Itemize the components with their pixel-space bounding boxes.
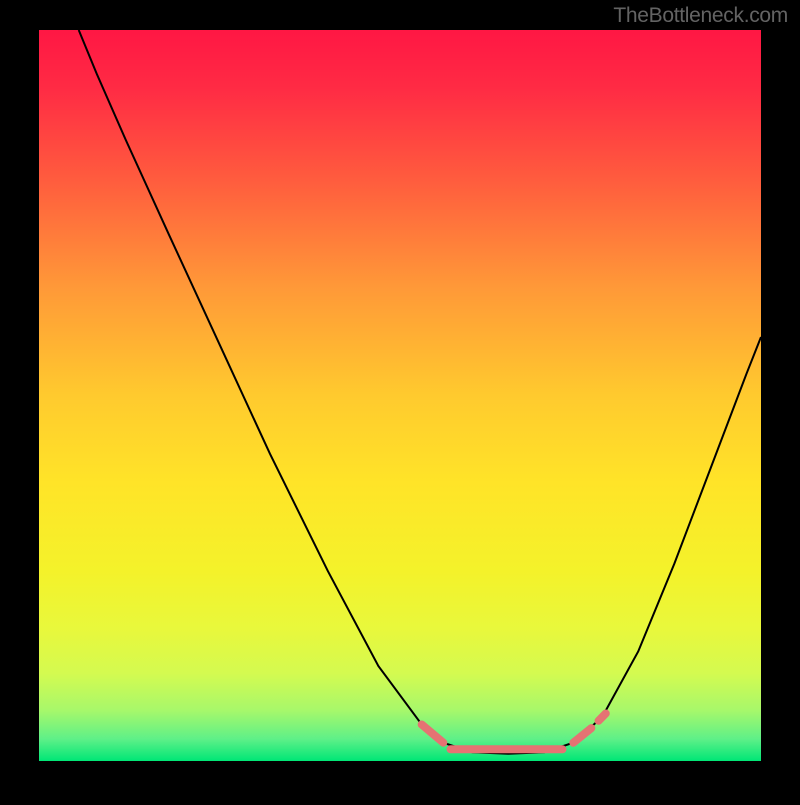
highlight-right-fragment xyxy=(599,713,606,720)
plot-background xyxy=(39,30,761,761)
watermark-text: TheBottleneck.com xyxy=(613,4,788,28)
bottleneck-chart xyxy=(0,0,800,800)
chart-svg xyxy=(0,0,800,800)
